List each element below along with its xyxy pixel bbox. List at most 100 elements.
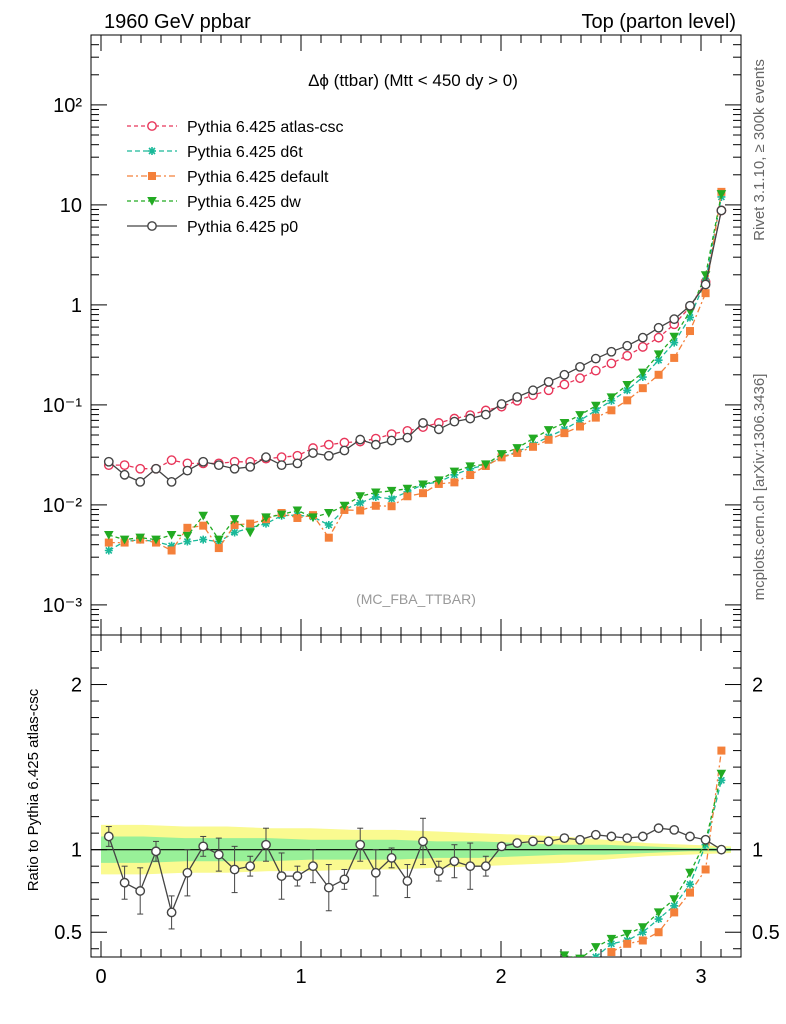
- data-point: [685, 831, 695, 842]
- y-tick-label: 10⁻²: [43, 495, 83, 517]
- chart-title: Δϕ (ttbar) (Mtt < 450 dy > 0): [308, 71, 518, 90]
- data-point: [167, 541, 176, 550]
- main-series-group: [103, 187, 727, 555]
- data-point: [370, 867, 381, 878]
- data-point: [623, 396, 632, 405]
- series-d6t: [104, 192, 726, 555]
- ratio-tick-label: 2: [71, 675, 82, 697]
- data-point: [654, 370, 663, 379]
- data-point: [623, 386, 632, 395]
- data-point: [198, 456, 209, 467]
- data-point: [669, 824, 680, 835]
- data-point: [638, 928, 647, 937]
- data-point: [229, 515, 240, 524]
- y-tick-label: 10: [60, 195, 82, 217]
- data-point: [607, 939, 616, 948]
- data-point: [638, 936, 647, 945]
- data-point: [148, 172, 156, 180]
- data-point: [229, 864, 240, 875]
- ratio-series-p0: [103, 817, 727, 930]
- data-point: [465, 413, 476, 424]
- data-point: [653, 908, 664, 918]
- data-point: [119, 877, 130, 888]
- data-point: [387, 494, 396, 503]
- data-point: [166, 476, 177, 487]
- data-point: [214, 544, 223, 553]
- ratio-panel: 0.5 0.5 1 1 2 2 0 1 2 3 Ratio to Pythia 6.425 at…: [25, 634, 780, 988]
- data-point: [323, 439, 334, 450]
- y-tick-label: 10⁻¹: [43, 395, 83, 417]
- data-point: [104, 531, 114, 540]
- data-point: [607, 948, 616, 957]
- data-point: [386, 486, 397, 496]
- data-point: [450, 478, 459, 487]
- ratio-tick-label-right: 1: [752, 840, 763, 862]
- data-point: [543, 376, 554, 387]
- legend-label: Pythia 6.425 atlas-csc: [187, 119, 344, 136]
- data-point: [339, 874, 350, 885]
- data-point: [528, 434, 538, 444]
- data-point: [370, 439, 381, 450]
- data-point: [480, 409, 491, 420]
- data-point: [575, 954, 585, 957]
- data-point: [466, 471, 475, 480]
- data-point: [543, 426, 554, 435]
- data-point: [166, 907, 177, 918]
- y-tick-label: 1: [71, 295, 82, 317]
- data-point: [386, 853, 397, 863]
- data-point: [590, 353, 601, 364]
- data-point: [638, 384, 647, 393]
- data-point: [686, 327, 694, 336]
- data-point: [371, 488, 381, 498]
- data-point: [151, 535, 161, 545]
- ratio-y-label: Ratio to Pythia 6.425 atlas-csc: [25, 688, 42, 891]
- data-point: [324, 520, 333, 529]
- data-point: [403, 492, 412, 501]
- data-point: [356, 498, 365, 507]
- data-point: [167, 546, 176, 555]
- data-point: [591, 943, 601, 952]
- data-point: [323, 450, 334, 461]
- series-line: [108, 210, 723, 483]
- legend: Pythia 6.425 atlas-csc Pythia 6.425 d6t Py…: [127, 119, 344, 236]
- data-point: [543, 836, 554, 847]
- data-point: [637, 342, 648, 352]
- data-point: [623, 939, 632, 948]
- data-point: [575, 834, 585, 845]
- data-point: [433, 424, 444, 435]
- data-point: [402, 432, 413, 443]
- ratio-series-default: [607, 746, 726, 957]
- data-point: [386, 435, 397, 446]
- data-point: [481, 460, 491, 470]
- data-point: [151, 463, 161, 474]
- data-point: [229, 463, 240, 474]
- data-point: [276, 452, 287, 463]
- ratio-y-axis: 0.5 0.5 1 1 2 2: [54, 651, 780, 950]
- data-point: [512, 392, 523, 402]
- data-point: [606, 934, 617, 944]
- data-point: [135, 476, 146, 487]
- data-point: [559, 833, 570, 844]
- data-point: [622, 381, 632, 390]
- data-point: [434, 476, 444, 486]
- data-point: [701, 865, 710, 874]
- data-point: [292, 871, 303, 881]
- data-point: [198, 841, 209, 852]
- data-point: [575, 411, 585, 420]
- data-point: [512, 444, 522, 453]
- x-tick-label: 3: [695, 966, 706, 988]
- data-point: [528, 385, 538, 396]
- data-point: [355, 492, 365, 502]
- data-point: [670, 353, 679, 362]
- data-point: [716, 769, 727, 779]
- data-point: [182, 465, 193, 476]
- data-point: [465, 861, 476, 872]
- data-point: [465, 462, 475, 472]
- data-point: [590, 829, 601, 840]
- data-point: [419, 489, 427, 498]
- data-point: [199, 521, 208, 530]
- data-point: [245, 861, 256, 872]
- data-point: [576, 416, 584, 425]
- data-point: [355, 434, 366, 445]
- data-point: [199, 535, 208, 544]
